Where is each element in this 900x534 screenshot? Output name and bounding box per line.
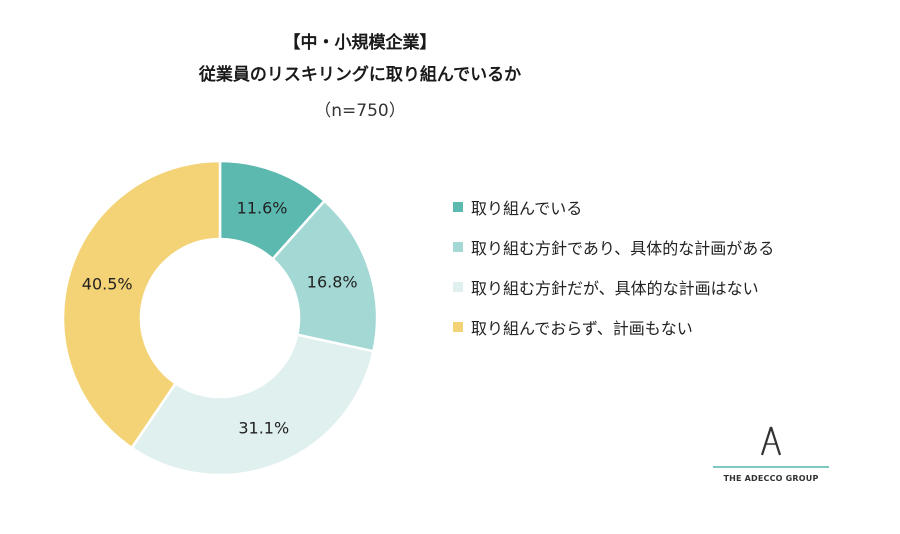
- legend-swatch: [453, 282, 463, 292]
- slice-label: 11.6%: [237, 199, 288, 218]
- slice-label: 16.8%: [307, 273, 358, 292]
- logo-text: THE ADECCO GROUP: [723, 474, 819, 483]
- donut-slice: [130, 333, 375, 477]
- sample-size: （n=750）: [314, 101, 406, 121]
- donut-slice: [61, 159, 222, 450]
- legend-item: 取り組んでいる: [453, 196, 774, 218]
- legend-label: 取り組んでいる: [471, 199, 583, 218]
- adecco-a-icon: [760, 426, 782, 456]
- chart-title: 【中・小規模企業】 従業員のリスキリングに取り組んでいるか （n=750）: [0, 30, 720, 124]
- legend-label: 取り組んでおらず、計画もない: [471, 319, 693, 338]
- legend-swatch: [453, 242, 463, 252]
- legend-item: 取り組んでおらず、計画もない: [453, 316, 774, 338]
- slice-label: 31.1%: [238, 419, 289, 438]
- title-line-1: 【中・小規模企業】: [283, 33, 437, 53]
- legend-label: 取り組む方針であり、具体的な計画がある: [471, 239, 775, 258]
- title-line-2: 従業員のリスキリングに取り組んでいるか: [198, 65, 522, 85]
- legend-item: 取り組む方針だが、具体的な計画はない: [453, 276, 774, 298]
- legend-swatch: [453, 202, 463, 212]
- adecco-logo: THE ADECCO GROUP: [713, 424, 829, 483]
- slice-label: 40.5%: [82, 274, 133, 293]
- legend-swatch: [453, 322, 463, 332]
- legend: 取り組んでいる 取り組む方針であり、具体的な計画がある 取り組む方針だが、具体的…: [453, 196, 774, 356]
- logo-rule: [713, 466, 829, 468]
- legend-item: 取り組む方針であり、具体的な計画がある: [453, 236, 774, 258]
- legend-label: 取り組む方針だが、具体的な計画はない: [471, 279, 759, 298]
